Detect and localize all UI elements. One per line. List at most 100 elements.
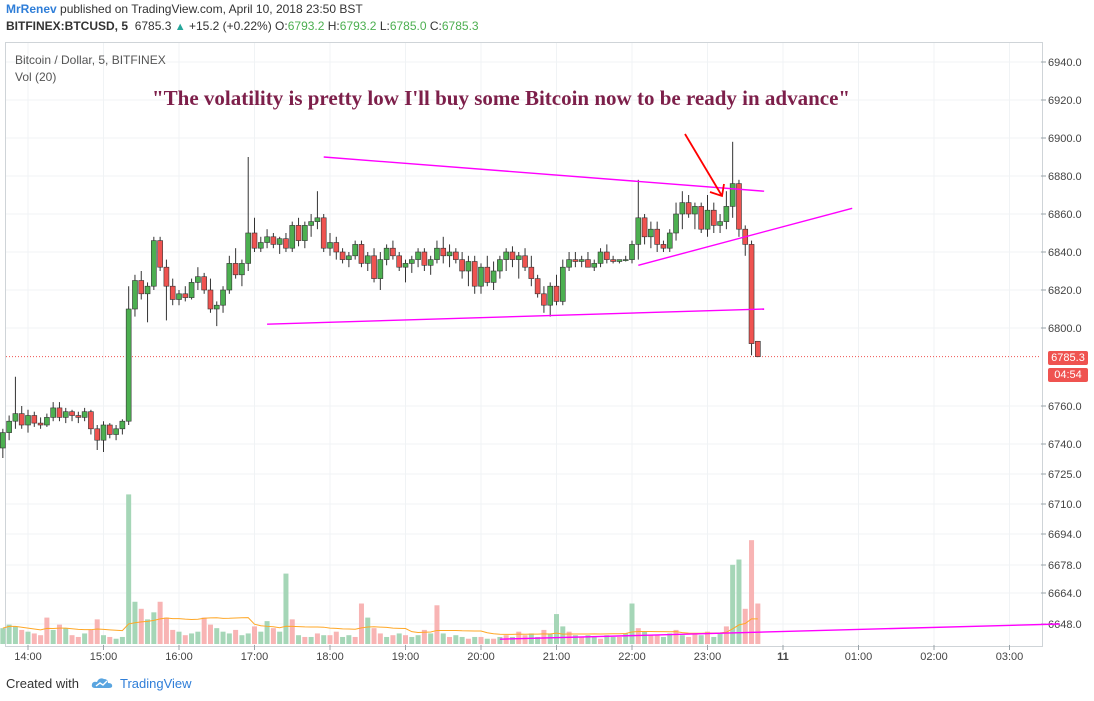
tradingview-link[interactable]: TradingView [120,676,192,691]
time-axis: 14:00 15:00 16:00 17:00 18:00 19:00 20:00 21:00… [14,645,1023,663]
candle [119,419,126,435]
candle [578,255,585,268]
candle-body [717,221,723,226]
volume-trendline [499,623,1060,640]
candle-body [610,259,616,262]
volume-bar [705,631,710,644]
chart-frame[interactable] [5,42,1043,647]
candle [471,255,478,294]
volume-bar [711,636,717,644]
candle-body [358,244,365,264]
volume-bars [0,494,761,644]
footer: Created with TradingView [6,676,192,691]
volume-bar [717,633,723,644]
candle-body [635,217,642,245]
volume-bar [598,638,604,644]
volume-bar [138,608,144,644]
y-tick-label: 6840.0 [1048,247,1082,259]
volume-bar [547,633,553,644]
volume-bar [56,624,62,644]
y-tick-label: 6900.0 [1048,133,1082,145]
author-link[interactable]: MrRenev [6,2,57,16]
volume-bar [371,628,377,644]
candle [509,246,516,268]
volume-bar [755,603,761,644]
candle-body [220,289,226,306]
volume-bar [308,636,314,644]
price-axis: 6940.0 6920.0 6900.0 6880.0 6860.0 6840.0 6820… [1041,57,1082,631]
candle [276,236,283,254]
candle [132,274,138,317]
candle-body [729,183,736,207]
candle [629,240,635,264]
candle-body [226,263,233,291]
volume-bar [591,636,597,644]
volume-bar [459,636,465,644]
candle-body [585,259,591,268]
y-tick-label: 6800.0 [1048,323,1082,335]
candle [88,409,94,435]
candle [597,248,604,268]
volume-bar [616,636,622,644]
x-tick-label: 15:00 [90,651,118,663]
candle [396,252,403,271]
candle [453,248,459,264]
y-tick-label: 6880.0 [1048,171,1082,183]
volume-bar [157,601,163,644]
volume-bar [113,638,119,644]
candle-body [132,280,138,310]
candle-body [629,244,635,260]
candle [320,214,327,252]
candle [698,202,705,233]
y-tick-label: 6940.0 [1048,57,1082,69]
candle-body [100,424,107,441]
volume-bar [415,635,421,644]
volume-bar [270,628,276,644]
candle-body [704,209,711,230]
volume-bar [465,638,471,644]
candle [163,259,170,321]
volume-bar [69,635,75,644]
last-price-tag: 6785.3 [1048,351,1088,365]
candle-body [597,251,604,264]
volume-bar [667,633,673,644]
candle [327,233,333,256]
candle [213,301,220,327]
candle-body [440,247,447,257]
candle [408,255,415,273]
candle-body [50,407,56,418]
candle-body [396,255,403,268]
candle [616,259,623,264]
candle-body [736,183,742,230]
y-tick-label: 6860.0 [1048,209,1082,221]
volume-indicator-label[interactable]: Vol (20) [15,70,57,84]
candle [25,409,31,433]
candle [239,259,245,287]
volume-bar [673,629,679,644]
candle-body [478,266,484,287]
candle-body [591,263,598,268]
volume-bar [321,635,327,644]
volume-bar [0,628,6,644]
candle [100,421,107,452]
candle-body [553,285,560,302]
volume-bar [396,633,402,644]
candle-body [528,266,535,279]
candle-body [144,285,151,295]
candle-body [622,259,629,261]
volume-bar [478,636,484,644]
low-label: L: [379,19,390,33]
candle [62,407,69,424]
candle [559,259,566,306]
volume-bar [264,621,270,644]
candle-body [245,232,252,264]
grid-lines [6,43,1041,645]
candle [591,259,598,271]
volume-bar [94,619,100,644]
candle-body [270,236,277,245]
candle-body [295,225,302,241]
x-tick-label: 23:00 [694,651,722,663]
candle-body [239,263,245,276]
low-value: 6785.0 [389,19,427,33]
